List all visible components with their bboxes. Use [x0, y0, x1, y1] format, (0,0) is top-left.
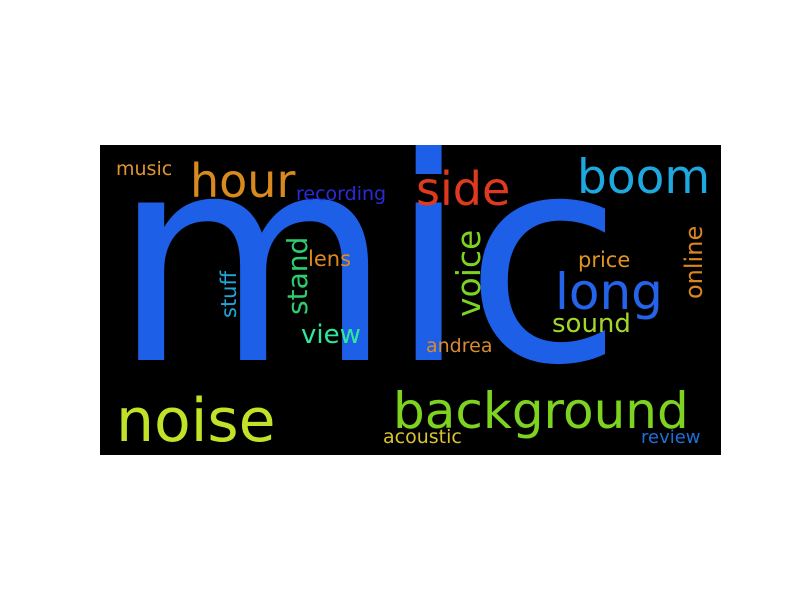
word-long: long	[555, 263, 663, 321]
word-background: background	[393, 382, 689, 440]
word-view: view	[301, 320, 361, 350]
word-noise: noise	[116, 386, 276, 455]
word-stuff: stuff	[217, 271, 241, 318]
word-price: price	[578, 248, 631, 272]
word-acoustic: acoustic	[383, 426, 462, 448]
word-online: online	[680, 225, 708, 299]
word-mic: mic	[112, 145, 623, 428]
word-lens: lens	[308, 247, 352, 271]
word-side: side	[416, 162, 511, 216]
word-recording: recording	[296, 183, 387, 205]
word-voice: voice	[449, 229, 488, 317]
word-hour: hour	[190, 154, 296, 208]
word-cloud: mic noise background hour side boom long…	[100, 145, 721, 455]
word-sound: sound	[552, 309, 631, 339]
word-review: review	[641, 427, 701, 448]
word-andrea: andrea	[426, 335, 493, 357]
word-boom: boom	[577, 150, 711, 205]
word-music: music	[116, 158, 173, 180]
